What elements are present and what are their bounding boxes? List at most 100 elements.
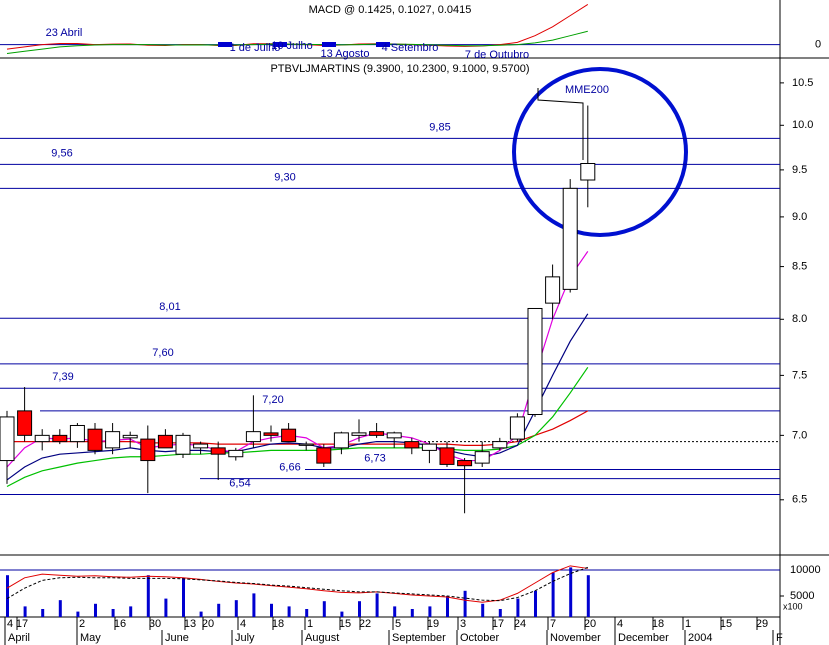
candle-body	[193, 443, 209, 449]
candle-body	[474, 451, 490, 464]
volume-bar	[94, 603, 97, 617]
x-tick-label: 5	[395, 618, 401, 630]
volume-bar	[164, 598, 168, 617]
candle-body	[122, 434, 138, 439]
volume-bar	[393, 606, 397, 617]
candle-body	[386, 432, 402, 439]
volume-bar	[41, 608, 45, 617]
candle-body	[263, 432, 279, 436]
macd-annotation: 10 Julho	[271, 40, 313, 52]
x-month-label: 2004	[688, 632, 712, 644]
candle-body	[439, 447, 455, 465]
x-tick-label: 4	[240, 618, 246, 630]
volume-bar	[111, 608, 115, 617]
x-month-label: August	[305, 632, 339, 644]
candle-body	[228, 449, 244, 458]
volume-bar	[534, 590, 537, 617]
macd-annotation: 13 Agosto	[321, 48, 370, 60]
x-tick-label: 2	[79, 618, 85, 630]
annotation-line	[537, 88, 584, 160]
level-label: 7,20	[262, 394, 283, 406]
macd-annotation: 23 Abril	[46, 27, 83, 39]
x-tick-label: 19	[427, 618, 439, 630]
volume-bar	[6, 575, 9, 617]
x-tick-label: 17	[16, 618, 28, 630]
volume-bar	[305, 608, 309, 617]
x-tick-label: 20	[584, 618, 596, 630]
y-tick-label: 10.0	[792, 119, 813, 131]
volume-bar	[199, 611, 203, 617]
candle-body	[69, 424, 85, 443]
x-month-label: September	[392, 632, 446, 644]
y-tick-label: 8.0	[792, 313, 807, 325]
macd-annotation: 1 de Julho	[230, 42, 281, 54]
volume-bar	[340, 611, 344, 617]
chart-title: PTBVLJMARTINS (9.3900, 10.2300, 9.1000, …	[270, 63, 529, 75]
moving-average	[6, 366, 589, 488]
volume-bar	[58, 600, 62, 617]
level-label: 9,56	[51, 147, 72, 159]
candle-body	[316, 447, 332, 464]
highlight-circle	[512, 67, 688, 237]
level-label: 6,66	[279, 462, 300, 474]
moving-average	[6, 251, 589, 468]
x-month-label: November	[550, 632, 601, 644]
candle-body	[281, 428, 297, 443]
macd-title: MACD @ 0.1425, 0.1027, 0.0415	[309, 4, 472, 16]
volume-bar	[428, 606, 432, 617]
volume-average	[6, 566, 588, 602]
y-tick-label: 0	[815, 39, 821, 51]
x-tick-label: 17	[492, 618, 504, 630]
volume-bar	[551, 572, 555, 617]
candle-body	[17, 410, 33, 436]
candle-body	[34, 434, 50, 443]
volume-bar	[586, 575, 590, 617]
moving-average	[7, 410, 589, 446]
volume-bar	[481, 603, 485, 617]
candle-body	[404, 441, 420, 449]
candle-body	[457, 460, 473, 467]
x-month-label: June	[165, 632, 189, 644]
annotation-marker	[322, 42, 336, 47]
x-month-label: October	[460, 632, 499, 644]
candle-body	[369, 431, 385, 436]
volume-bar	[146, 575, 150, 617]
candle-body	[210, 447, 226, 455]
candle-body	[140, 438, 156, 462]
candle-body	[421, 443, 437, 451]
volume-bar	[446, 595, 449, 617]
annotation-marker	[218, 42, 232, 47]
candle-body	[351, 432, 367, 436]
level-label: 7,39	[52, 371, 73, 383]
candle-body	[298, 443, 314, 446]
x-tick-label: 24	[514, 618, 526, 630]
level-label: 9,30	[274, 171, 295, 183]
volume-bar	[569, 567, 573, 617]
y-tick-label: 9.5	[792, 164, 807, 176]
x-tick-label: 20	[202, 618, 214, 630]
x-month-label: July	[235, 632, 255, 644]
candle-body	[545, 276, 561, 304]
macd-annotation: 4 Setembro	[382, 42, 439, 54]
y-tick-label: 7.0	[792, 429, 807, 441]
level-label: 7,60	[152, 347, 173, 359]
x-tick-label: 4	[617, 618, 623, 630]
level-label: 8,01	[159, 301, 180, 313]
candle-body	[175, 434, 191, 455]
volume-bar	[287, 606, 291, 617]
x-month-label: F	[776, 632, 783, 644]
candle-body	[157, 434, 173, 449]
x-tick-label: 7	[550, 618, 556, 630]
x-tick-label: 1	[307, 618, 313, 630]
x-tick-label: 3	[460, 618, 466, 630]
volume-bar	[322, 601, 326, 617]
level-label: 6,73	[364, 452, 385, 464]
candle-body	[105, 431, 121, 449]
annotation: MME200	[565, 84, 609, 96]
volume-bar	[234, 600, 238, 617]
macd-line	[6, 30, 588, 55]
y-tick-label: 10.5	[792, 77, 813, 89]
